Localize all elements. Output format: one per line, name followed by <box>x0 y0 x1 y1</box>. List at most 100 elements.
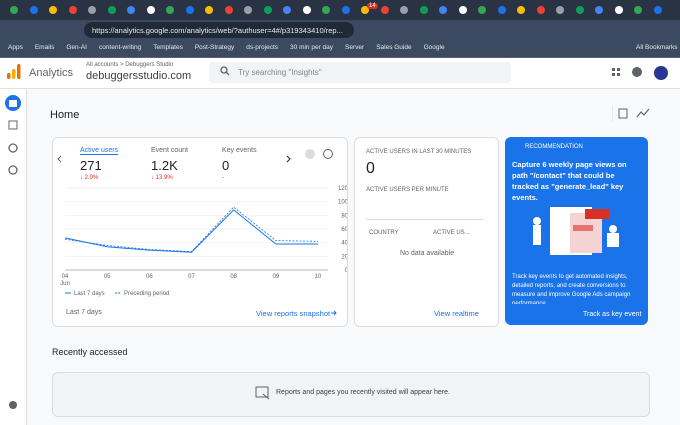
metric-label[interactable]: Active users <box>80 147 119 155</box>
tab-icon[interactable] <box>88 6 96 14</box>
search-box[interactable] <box>209 62 511 83</box>
bookmark[interactable]: 30 min per day <box>290 44 334 51</box>
property[interactable]: debuggersstudio.com <box>86 70 192 82</box>
tab-icon[interactable] <box>127 6 135 14</box>
y-tick-label: 120 <box>338 186 347 192</box>
bookmark[interactable]: Sales Guide <box>376 44 412 51</box>
all-bookmarks[interactable]: All Bookmarks <box>636 44 678 51</box>
rec-body: Track key events to get automated insigh… <box>512 274 631 304</box>
rec-illustration <box>533 207 619 255</box>
y-tick-label: 40 <box>341 241 347 247</box>
y-tick-label: 20 <box>341 254 347 260</box>
tab-icon[interactable] <box>341 6 350 14</box>
bookmark[interactable]: Apps <box>8 44 23 51</box>
tab-icon[interactable] <box>166 6 174 14</box>
check-icon <box>323 149 333 159</box>
tab-icon[interactable] <box>536 6 545 14</box>
rec-label: RECOMMENDATION <box>525 144 583 150</box>
breadcrumb[interactable]: All accounts > Debuggers Studio <box>86 62 174 68</box>
bookmark[interactable]: Emails <box>34 44 55 51</box>
series-line <box>64 209 318 253</box>
tab-icon[interactable] <box>439 6 447 14</box>
rec-action[interactable]: Track as key event <box>583 311 642 318</box>
tab-icon[interactable] <box>68 6 77 14</box>
tab-icon[interactable] <box>49 6 57 14</box>
tab-icon[interactable] <box>107 6 116 14</box>
tab-icon[interactable] <box>653 6 662 14</box>
tab-icon[interactable] <box>263 6 272 14</box>
tab-icon[interactable] <box>497 6 506 14</box>
bookmark[interactable]: Templates <box>153 44 183 51</box>
bookmark[interactable]: Post-Strategy <box>194 44 235 51</box>
tab-icon[interactable] <box>185 6 194 14</box>
tab-icon[interactable] <box>146 6 155 14</box>
tab-icon[interactable] <box>458 6 467 14</box>
tab-icon[interactable] <box>478 6 486 14</box>
tab-icon[interactable] <box>205 6 213 14</box>
tab-icon[interactable] <box>10 6 18 14</box>
bookmark[interactable]: Google <box>423 44 445 51</box>
x-tick-label: 10 <box>315 274 322 280</box>
bookmarks-bar <box>0 40 680 58</box>
bookmarks: Apps Emails Gen-AI content-writing Templates… <box>8 44 445 51</box>
metric-value: 1.2K <box>151 158 178 173</box>
page-actions[interactable] <box>612 106 652 122</box>
legend-label: Last 7 days <box>74 291 105 297</box>
tab-icon[interactable] <box>419 6 428 14</box>
ga-logo <box>7 64 21 79</box>
bookmark[interactable]: content-writing <box>98 44 142 51</box>
realtime-title: ACTIVE USERS IN LAST 30 MINUTES <box>366 149 472 155</box>
snapshot-link[interactable]: View reports snapshot <box>256 309 331 318</box>
col-country[interactable]: COUNTRY <box>369 230 399 236</box>
tab-icon[interactable] <box>224 6 233 14</box>
metric-label[interactable]: Event count <box>151 147 188 154</box>
tab-icon[interactable] <box>614 6 623 14</box>
tab-icon[interactable] <box>400 6 408 14</box>
realtime-value: 0 <box>366 160 375 177</box>
date-range[interactable]: Last 7 days <box>66 309 102 316</box>
realtime-link[interactable]: View realtime <box>434 309 479 318</box>
tab-icon[interactable] <box>517 6 525 14</box>
link-arrow <box>331 310 337 316</box>
bookmark[interactable]: ds-projects <box>246 44 279 51</box>
tabs <box>0 0 680 20</box>
x-tick-label: 06 <box>146 274 153 280</box>
x-month-label: Jun <box>60 281 70 287</box>
recent-box <box>52 372 650 417</box>
recent-icon <box>255 386 270 400</box>
series-line <box>64 206 319 252</box>
no-data: No data available <box>400 250 455 257</box>
recent-empty: Reports and pages you recently visited w… <box>276 389 450 396</box>
nav-icons[interactable] <box>4 94 22 414</box>
tab-icon[interactable] <box>322 6 330 14</box>
divider <box>366 219 483 220</box>
tab-icon[interactable] <box>595 6 603 14</box>
metric-label[interactable]: Key events <box>222 147 257 154</box>
tab-icon[interactable] <box>556 6 564 14</box>
tab-icon[interactable] <box>575 6 584 14</box>
tab-icon[interactable] <box>302 6 311 14</box>
tab-icon[interactable] <box>634 6 642 14</box>
col-users[interactable]: ACTIVE US... <box>433 230 470 236</box>
y-tick-label: 60 <box>341 227 347 233</box>
bookmark[interactable]: Server <box>345 44 365 51</box>
metric-value: 271 <box>80 158 102 173</box>
y-tick-label: 80 <box>341 213 347 219</box>
x-tick-label: 04 <box>62 274 69 280</box>
tab-icon[interactable] <box>29 6 38 14</box>
header-icons[interactable] <box>611 65 671 81</box>
x-tick-label: 09 <box>272 274 279 280</box>
tab-icon[interactable] <box>244 6 252 14</box>
tab-icon[interactable] <box>361 6 369 14</box>
tab-icon[interactable] <box>380 6 389 14</box>
address-bar[interactable] <box>84 22 354 38</box>
y-tick-label: 100 <box>338 200 347 206</box>
tab-icon[interactable] <box>283 6 291 14</box>
metric-change: - <box>222 175 224 181</box>
bookmark[interactable]: Gen-AI <box>66 44 87 51</box>
x-tick-label: 07 <box>188 274 195 280</box>
search-icon <box>220 66 230 76</box>
compare-icon <box>305 149 315 159</box>
side-nav <box>0 89 27 425</box>
